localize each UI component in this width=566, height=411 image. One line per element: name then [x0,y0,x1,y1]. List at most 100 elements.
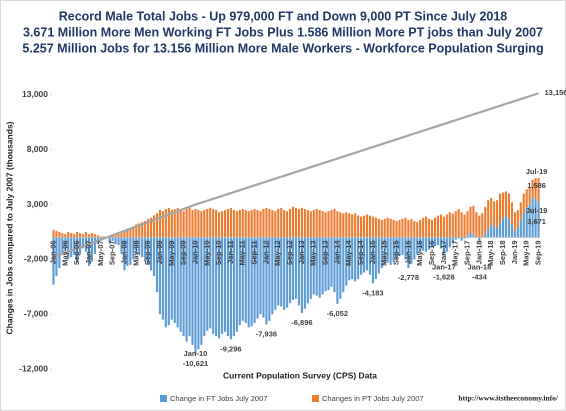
bar [528,187,531,205]
line [53,92,539,259]
bar [303,237,306,309]
bar [289,208,292,238]
bar [229,237,232,340]
y-tick-label: 13,000 [22,89,48,99]
x-tick-label: Jan-18 [474,240,483,264]
bar [197,237,200,350]
legend-label: Changes in PT Jobs July 2007 [322,394,424,403]
bar [362,237,366,273]
y-tick-label: 3,000 [27,199,49,209]
bar [90,237,93,262]
bar [144,221,147,238]
bar [274,237,277,310]
bar [475,212,478,238]
bar [93,237,96,254]
bar [200,237,203,345]
bar [383,218,386,238]
bar [324,237,327,292]
bar [365,214,369,238]
bar [466,211,469,236]
bar [513,230,516,238]
x-tick-label: May-17 [451,240,460,265]
bar [522,213,525,238]
bar [232,237,235,337]
bar [445,237,448,252]
bar [481,213,484,238]
bar [463,214,466,238]
bar [238,210,241,238]
bar [389,218,392,238]
x-tick-label: May-19 [522,240,531,265]
bar [300,207,303,238]
bar [433,237,437,247]
x-tick-label: May-13 [309,240,318,265]
bar [522,193,525,214]
bar [537,178,540,202]
bar [419,219,422,238]
bar [362,215,366,238]
bar [330,237,333,287]
bar [487,200,490,229]
bar [212,237,215,334]
bar [336,211,339,238]
bar [126,228,129,238]
bar [445,214,448,238]
bar [87,237,91,266]
x-tick-label: Jan-12 [261,240,270,264]
bar [259,237,262,315]
bar [510,202,513,225]
bar [413,221,416,238]
bar [389,237,392,265]
bar [81,234,85,238]
bar [167,237,170,326]
bar [253,208,256,238]
bar [513,212,516,231]
bar [223,237,227,332]
bar [283,237,286,310]
legend: Change in FT Jobs July 2007 Changes in PT… [160,394,424,403]
bar [209,237,212,329]
bar [360,237,363,275]
bar [306,210,309,238]
bar [318,237,321,298]
x-tick-label: May-10 [202,240,211,265]
bar [76,231,79,238]
data-label-date: Jul-19 [526,206,548,215]
data-label: -1,628 [433,272,454,281]
bar [235,237,238,332]
x-tick-label: Sep-07 [108,240,117,265]
bar [454,237,457,240]
bar [496,200,499,228]
bar [516,210,519,227]
bar [463,237,466,239]
bar [321,211,324,238]
bar [377,218,380,238]
bar [407,237,410,268]
x-tick-label: Jan-13 [297,240,306,264]
bar [182,211,185,238]
bar [229,207,232,238]
bar [472,205,475,235]
bar [534,199,537,238]
bar [392,219,395,238]
bar [73,237,76,255]
bar [93,234,96,238]
bar [132,237,135,260]
bar [161,237,164,320]
bar [365,237,369,271]
bar [436,237,440,246]
bar [268,237,271,321]
bar [413,237,416,260]
x-tick-label: Sep-13 [321,240,330,265]
bar [61,233,64,238]
bar [120,237,123,254]
bar [70,233,73,238]
bar [280,207,283,238]
bar [519,219,522,238]
chart-subtitle: 5.257 Million Jobs for 13.156 Million Mo… [22,41,543,55]
bar [460,212,463,238]
bar [277,237,280,306]
data-label: -10,621 [183,359,208,368]
bar [357,215,360,238]
bar [436,215,440,238]
